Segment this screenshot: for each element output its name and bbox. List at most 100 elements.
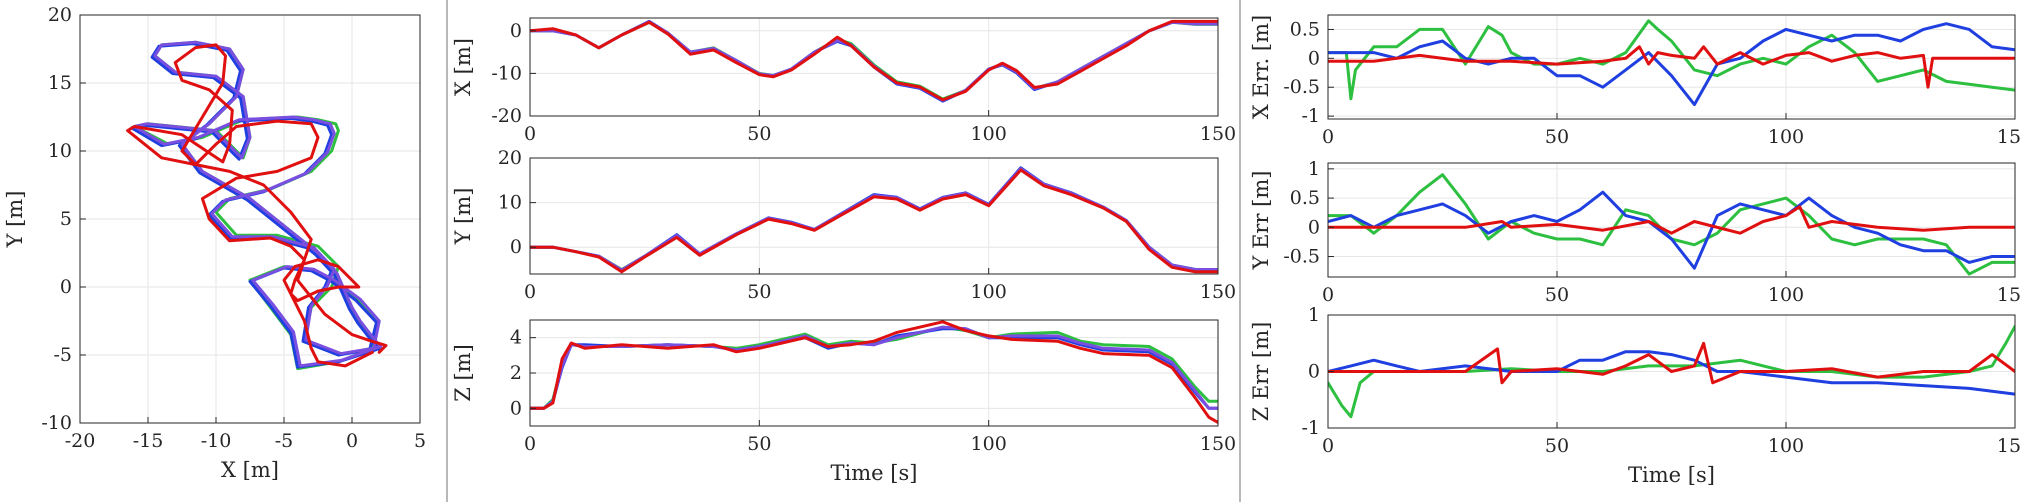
y-tick-label: -5 <box>53 344 72 366</box>
y-axis-label: Y Err [m] <box>1249 171 1273 271</box>
x-tick-label: 0 <box>1322 126 1334 148</box>
x-tick-label: 150 <box>1200 281 1236 303</box>
axis-box <box>529 17 1219 117</box>
x-tick-label: 0 <box>524 433 536 455</box>
x-tick-label: -5 <box>275 430 294 452</box>
y-tick-label: 4 <box>510 327 522 349</box>
plot-area <box>1328 15 2015 119</box>
y-tick-label: 1 <box>1308 304 1320 326</box>
axis-box <box>1327 162 2016 278</box>
y-tick-label: 0 <box>510 397 522 419</box>
series-line-red <box>1328 205 2015 235</box>
x-tick-label: 150 <box>1200 433 1236 455</box>
series-line-green <box>1328 19 2015 101</box>
x-tick-label: 50 <box>747 123 771 145</box>
x-tick-label: 5 <box>414 430 426 452</box>
y-tick-label: 20 <box>498 147 522 169</box>
x-tick-label: 0 <box>1322 435 1334 457</box>
axes-mid-top: 0 50 100 150 -20 -10 0 X [m] <box>451 17 1236 145</box>
y-axis-label: X [m] <box>451 38 475 96</box>
y-axis-label: Z [m] <box>451 344 475 402</box>
axes-mid-bottom: 0 50 100 150 0 2 4 Time [s] Z [m] <box>451 319 1236 485</box>
x-tick-label: 50 <box>1545 284 1569 306</box>
axes-right-top: 0 50 100 150 -1 -0.5 0 0.5 X Err. [m] <box>1249 14 2022 148</box>
series-line-green <box>1328 324 2015 419</box>
x-tick-label: 50 <box>747 433 771 455</box>
x-tick-label: 100 <box>971 433 1007 455</box>
series-line-red <box>530 320 1218 424</box>
y-tick-label: 0.5 <box>1290 18 1320 40</box>
x-tick-label: 0 <box>346 430 358 452</box>
series-line-red <box>1328 341 2015 385</box>
axes-left: -20 -15 -10 -5 0 5 -10 -5 0 5 10 15 20 X [m] Y [m] <box>3 4 426 482</box>
x-tick-label: 0 <box>524 281 536 303</box>
series-group <box>530 320 1218 424</box>
x-tick-label: 100 <box>1768 284 1804 306</box>
x-tick-label: 150 <box>1200 123 1236 145</box>
x-tick-label: -20 <box>65 430 96 452</box>
series-group <box>530 19 1218 103</box>
y-tick-label: 10 <box>498 192 522 214</box>
x-tick-label: 100 <box>1768 126 1804 148</box>
series-line-blue <box>1328 190 2015 270</box>
series-line-blue <box>1328 350 2015 396</box>
y-axis-label: Y [m] <box>451 188 475 246</box>
y-tick-label: 5 <box>60 208 72 230</box>
series-group <box>1328 324 2015 419</box>
series-group <box>1328 19 2015 107</box>
x-tick-label: 150 <box>1997 126 2022 148</box>
series-line-red <box>530 19 1218 102</box>
y-tick-label: 0 <box>510 236 522 258</box>
series-group <box>1328 173 2015 276</box>
x-tick-label: -15 <box>133 430 164 452</box>
plot-area <box>1328 163 2015 277</box>
y-tick-label: -1 <box>1301 417 1320 439</box>
x-tick-label: 150 <box>1997 435 2022 457</box>
series-line-red <box>126 43 388 368</box>
x-tick-label: 50 <box>1545 126 1569 148</box>
y-tick-label: 0 <box>1308 216 1320 238</box>
x-tick-label: 150 <box>1997 284 2022 306</box>
x-tick-label: 50 <box>747 281 771 303</box>
x-axis-label: Time [s] <box>831 461 918 485</box>
y-tick-label: 20 <box>48 4 72 26</box>
axis-box <box>529 157 1219 275</box>
axes-mid-middle: 0 50 100 150 0 10 20 Y [m] <box>451 147 1236 303</box>
x-axis-label: X [m] <box>221 458 279 482</box>
x-tick-label: 0 <box>524 123 536 145</box>
y-tick-label: 15 <box>48 72 72 94</box>
y-axis-label: X Err. [m] <box>1249 15 1273 119</box>
x-tick-label: 100 <box>1768 435 1804 457</box>
y-tick-label: 0 <box>1308 47 1320 69</box>
y-tick-label: 0 <box>1308 361 1320 383</box>
x-tick-label: 50 <box>1545 435 1569 457</box>
y-tick-label: 0 <box>60 276 72 298</box>
y-tick-label: 1 <box>1308 158 1320 180</box>
y-tick-label: 0 <box>510 20 522 42</box>
x-tick-label: -10 <box>201 430 232 452</box>
y-tick-label: -10 <box>491 62 522 84</box>
x-tick-label: 100 <box>971 123 1007 145</box>
y-tick-label: 0.5 <box>1290 187 1320 209</box>
y-tick-label: -10 <box>41 412 72 434</box>
y-axis-label: Y [m] <box>3 191 27 249</box>
y-axis-label: Z Err [m] <box>1249 322 1273 422</box>
x-axis-label: Time [s] <box>1628 463 1715 487</box>
series-group <box>126 40 388 371</box>
series-group <box>530 166 1218 274</box>
y-tick-label: 2 <box>510 362 522 384</box>
y-tick-label: -0.5 <box>1283 246 1320 268</box>
y-tick-label: -0.5 <box>1283 76 1320 98</box>
x-tick-label: 100 <box>971 281 1007 303</box>
series-line-blue <box>1328 22 2015 107</box>
x-tick-label: 0 <box>1322 284 1334 306</box>
series-line-red <box>1328 45 2015 89</box>
axis-box <box>1327 14 2016 120</box>
y-tick-label: -20 <box>491 105 522 127</box>
y-tick-label: 10 <box>48 140 72 162</box>
series-line-red <box>530 168 1218 274</box>
